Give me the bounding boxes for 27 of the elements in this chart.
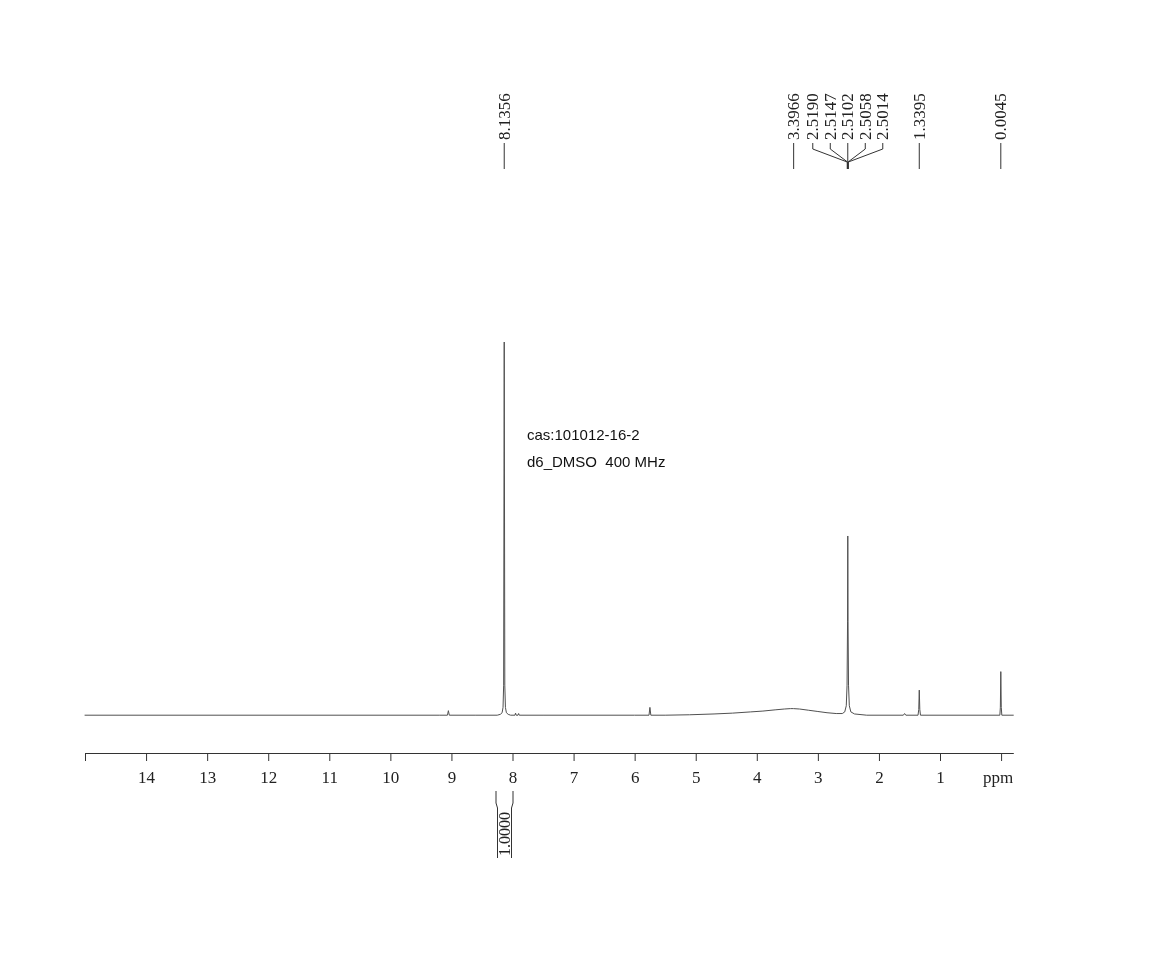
x-tick-label: 12 bbox=[260, 768, 278, 788]
x-tick-label: 4 bbox=[753, 768, 763, 788]
annotation: 2.5014 bbox=[873, 92, 893, 140]
annotation: 3.3966 bbox=[784, 93, 804, 140]
annotation: cas:101012-16-2 bbox=[527, 426, 640, 443]
x-tick-label: 14 bbox=[138, 768, 156, 788]
x-tick-label: 8 bbox=[508, 768, 518, 788]
annotation: 2.5147 bbox=[820, 92, 840, 140]
x-tick-label: 10 bbox=[382, 768, 400, 788]
annotation: 8.1356 bbox=[494, 93, 514, 140]
x-tick-label: 13 bbox=[199, 768, 217, 788]
x-tick-label: 6 bbox=[630, 768, 640, 788]
annotation: 2.5190 bbox=[803, 93, 823, 140]
x-tick-label: 11 bbox=[321, 768, 338, 788]
annotation: 2.5102 bbox=[838, 93, 858, 140]
annotation: d6_DMSO 400 MHz bbox=[527, 453, 666, 470]
x-tick-label: 7 bbox=[569, 768, 579, 788]
annotation: 1.3395 bbox=[909, 93, 929, 140]
x-tick-label: 2 bbox=[875, 768, 884, 788]
x-tick-label: 1 bbox=[936, 768, 945, 788]
annotation: 0.0045 bbox=[991, 93, 1011, 140]
x-tick-label: 3 bbox=[814, 768, 823, 788]
text: 1.0000 bbox=[496, 812, 513, 856]
x-tick-label: 9 bbox=[447, 768, 457, 788]
x-axis-title: ppm bbox=[983, 768, 1014, 787]
annotation: 2.5058 bbox=[855, 93, 875, 140]
x-tick-label: 5 bbox=[691, 768, 701, 788]
